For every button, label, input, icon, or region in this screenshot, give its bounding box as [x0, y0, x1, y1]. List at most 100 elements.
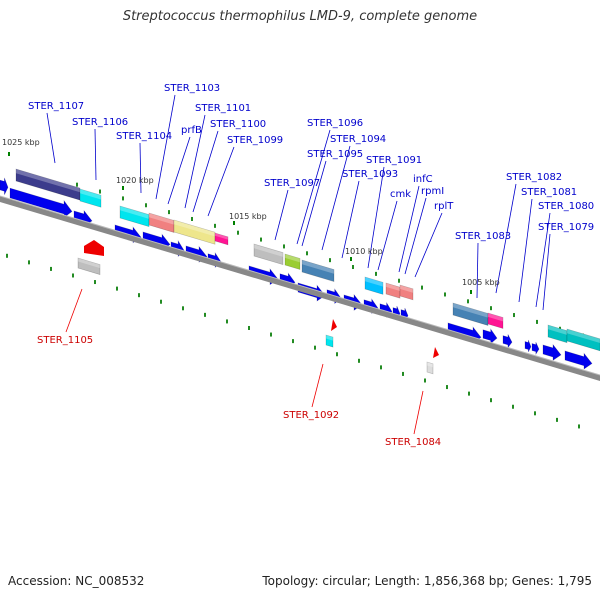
gene-label[interactable]: STER_1094	[330, 134, 386, 145]
gene-arrow[interactable]	[524, 339, 532, 353]
gene-label[interactable]: STER_1096	[307, 118, 363, 129]
feature-box-shine	[453, 303, 488, 318]
feature-box-shine	[16, 169, 80, 193]
tick-marks	[6, 152, 584, 429]
feature-box[interactable]	[399, 284, 414, 301]
scale-tick	[248, 325, 250, 330]
gene-label[interactable]: STER_1099	[227, 135, 283, 146]
gene-label[interactable]: STER_1100	[210, 119, 266, 130]
gene-label[interactable]: STER_1103	[164, 83, 220, 94]
label-leader-line	[184, 114, 206, 209]
reverse-gene-arrow[interactable]	[331, 319, 337, 331]
gene-label[interactable]: STER_1079	[538, 222, 594, 233]
feature-box[interactable]	[364, 276, 384, 295]
feature-box[interactable]	[119, 205, 150, 228]
feature-box[interactable]	[452, 302, 489, 326]
gene-label[interactable]: STER_1104	[116, 131, 172, 142]
feature-box-shine	[548, 325, 567, 335]
gene-label[interactable]: STER_1105	[37, 335, 93, 346]
gene-label[interactable]: STER_1093	[342, 169, 398, 180]
scale-tick	[306, 251, 308, 256]
gene-label[interactable]: STER_1107	[28, 101, 84, 112]
feature-box[interactable]	[301, 259, 335, 282]
feature-boxes	[15, 168, 600, 375]
feature-box[interactable]	[566, 328, 600, 352]
label-leader-line	[311, 363, 324, 408]
gene-label[interactable]: STER_1082	[506, 172, 562, 183]
feature-box[interactable]	[214, 232, 229, 246]
feature-box-shine	[386, 283, 400, 292]
scale-tick	[226, 319, 228, 324]
feature-box[interactable]	[426, 361, 434, 375]
gene-label[interactable]: STER_1091	[366, 155, 422, 166]
feature-box[interactable]	[79, 188, 102, 208]
gene-label[interactable]: STER_1101	[195, 103, 251, 114]
reverse-gene-arrow[interactable]	[433, 347, 439, 358]
feature-box-shine	[400, 285, 413, 293]
scale-tick	[402, 371, 404, 376]
gene-label[interactable]: STER_1081	[521, 187, 577, 198]
feature-box[interactable]	[173, 219, 216, 245]
label-leader-line	[94, 128, 97, 181]
scale-tick	[536, 319, 538, 324]
gene-arrow[interactable]	[542, 343, 562, 361]
scale-tick	[424, 378, 426, 383]
gene-arrow[interactable]	[9, 187, 73, 219]
gene-arrow[interactable]	[482, 328, 498, 345]
label-leader-line	[414, 212, 443, 278]
page-title: Streptococcus thermophilus LMD-9, comple…	[122, 9, 478, 24]
label-lines	[46, 94, 551, 435]
gene-arrow[interactable]	[564, 350, 593, 370]
label-leader-line	[542, 233, 551, 311]
scale-tick	[470, 290, 472, 294]
label-leader-line	[518, 198, 533, 303]
label-leader-line	[321, 145, 351, 251]
gene-label[interactable]: infC	[413, 174, 433, 185]
feature-box[interactable]	[385, 282, 401, 299]
gene-label[interactable]: STER_1095	[307, 149, 363, 160]
scale-tick	[50, 266, 52, 271]
label-leader-line	[476, 242, 479, 299]
feature-box[interactable]	[284, 253, 301, 270]
feature-box[interactable]	[487, 312, 504, 329]
scale-tick	[168, 210, 170, 215]
scale-tick	[513, 313, 515, 318]
feature-box-shine	[365, 277, 383, 287]
gene-label[interactable]: STER_1097	[264, 178, 320, 189]
gene-label[interactable]: rplT	[434, 201, 454, 212]
kbp-label-1005: 1005 kbp	[462, 278, 500, 287]
gene-arrow[interactable]	[531, 342, 540, 356]
feature-box-shine	[80, 189, 101, 200]
feature-box[interactable]	[325, 334, 334, 348]
scale-tick	[421, 285, 423, 290]
feature-box[interactable]	[547, 324, 568, 344]
gene-arrow[interactable]	[0, 177, 9, 195]
label-leader-line	[404, 197, 427, 275]
scale-tick	[314, 345, 316, 350]
feature-box-shine	[285, 254, 300, 263]
gene-label[interactable]: STER_1083	[455, 231, 511, 242]
feature-box-shine	[120, 206, 149, 219]
feature-box-shine	[488, 313, 503, 322]
scale-tick	[444, 292, 446, 297]
feature-box-shine	[302, 260, 334, 274]
gene-arrow[interactable]	[502, 334, 513, 349]
label-leader-line	[296, 129, 331, 245]
feature-box[interactable]	[253, 243, 284, 266]
feature-box-shine	[427, 362, 433, 368]
scale-tick	[375, 271, 377, 276]
label-leader-line	[274, 189, 289, 241]
gene-label[interactable]: prfB	[181, 125, 202, 136]
reverse-gene-arrow[interactable]	[84, 240, 104, 256]
gene-label[interactable]: STER_1092	[283, 410, 339, 421]
feature-box[interactable]	[148, 212, 175, 233]
gene-label[interactable]: cmk	[390, 189, 411, 200]
scale-tick	[122, 196, 124, 201]
gene-label[interactable]: rpmI	[421, 186, 444, 197]
gene-label[interactable]: STER_1080	[538, 201, 594, 212]
gene-label[interactable]: STER_1106	[72, 117, 128, 128]
feature-box[interactable]	[77, 257, 101, 275]
gene-label[interactable]: STER_1084	[385, 437, 441, 448]
scale-tick	[336, 352, 338, 357]
